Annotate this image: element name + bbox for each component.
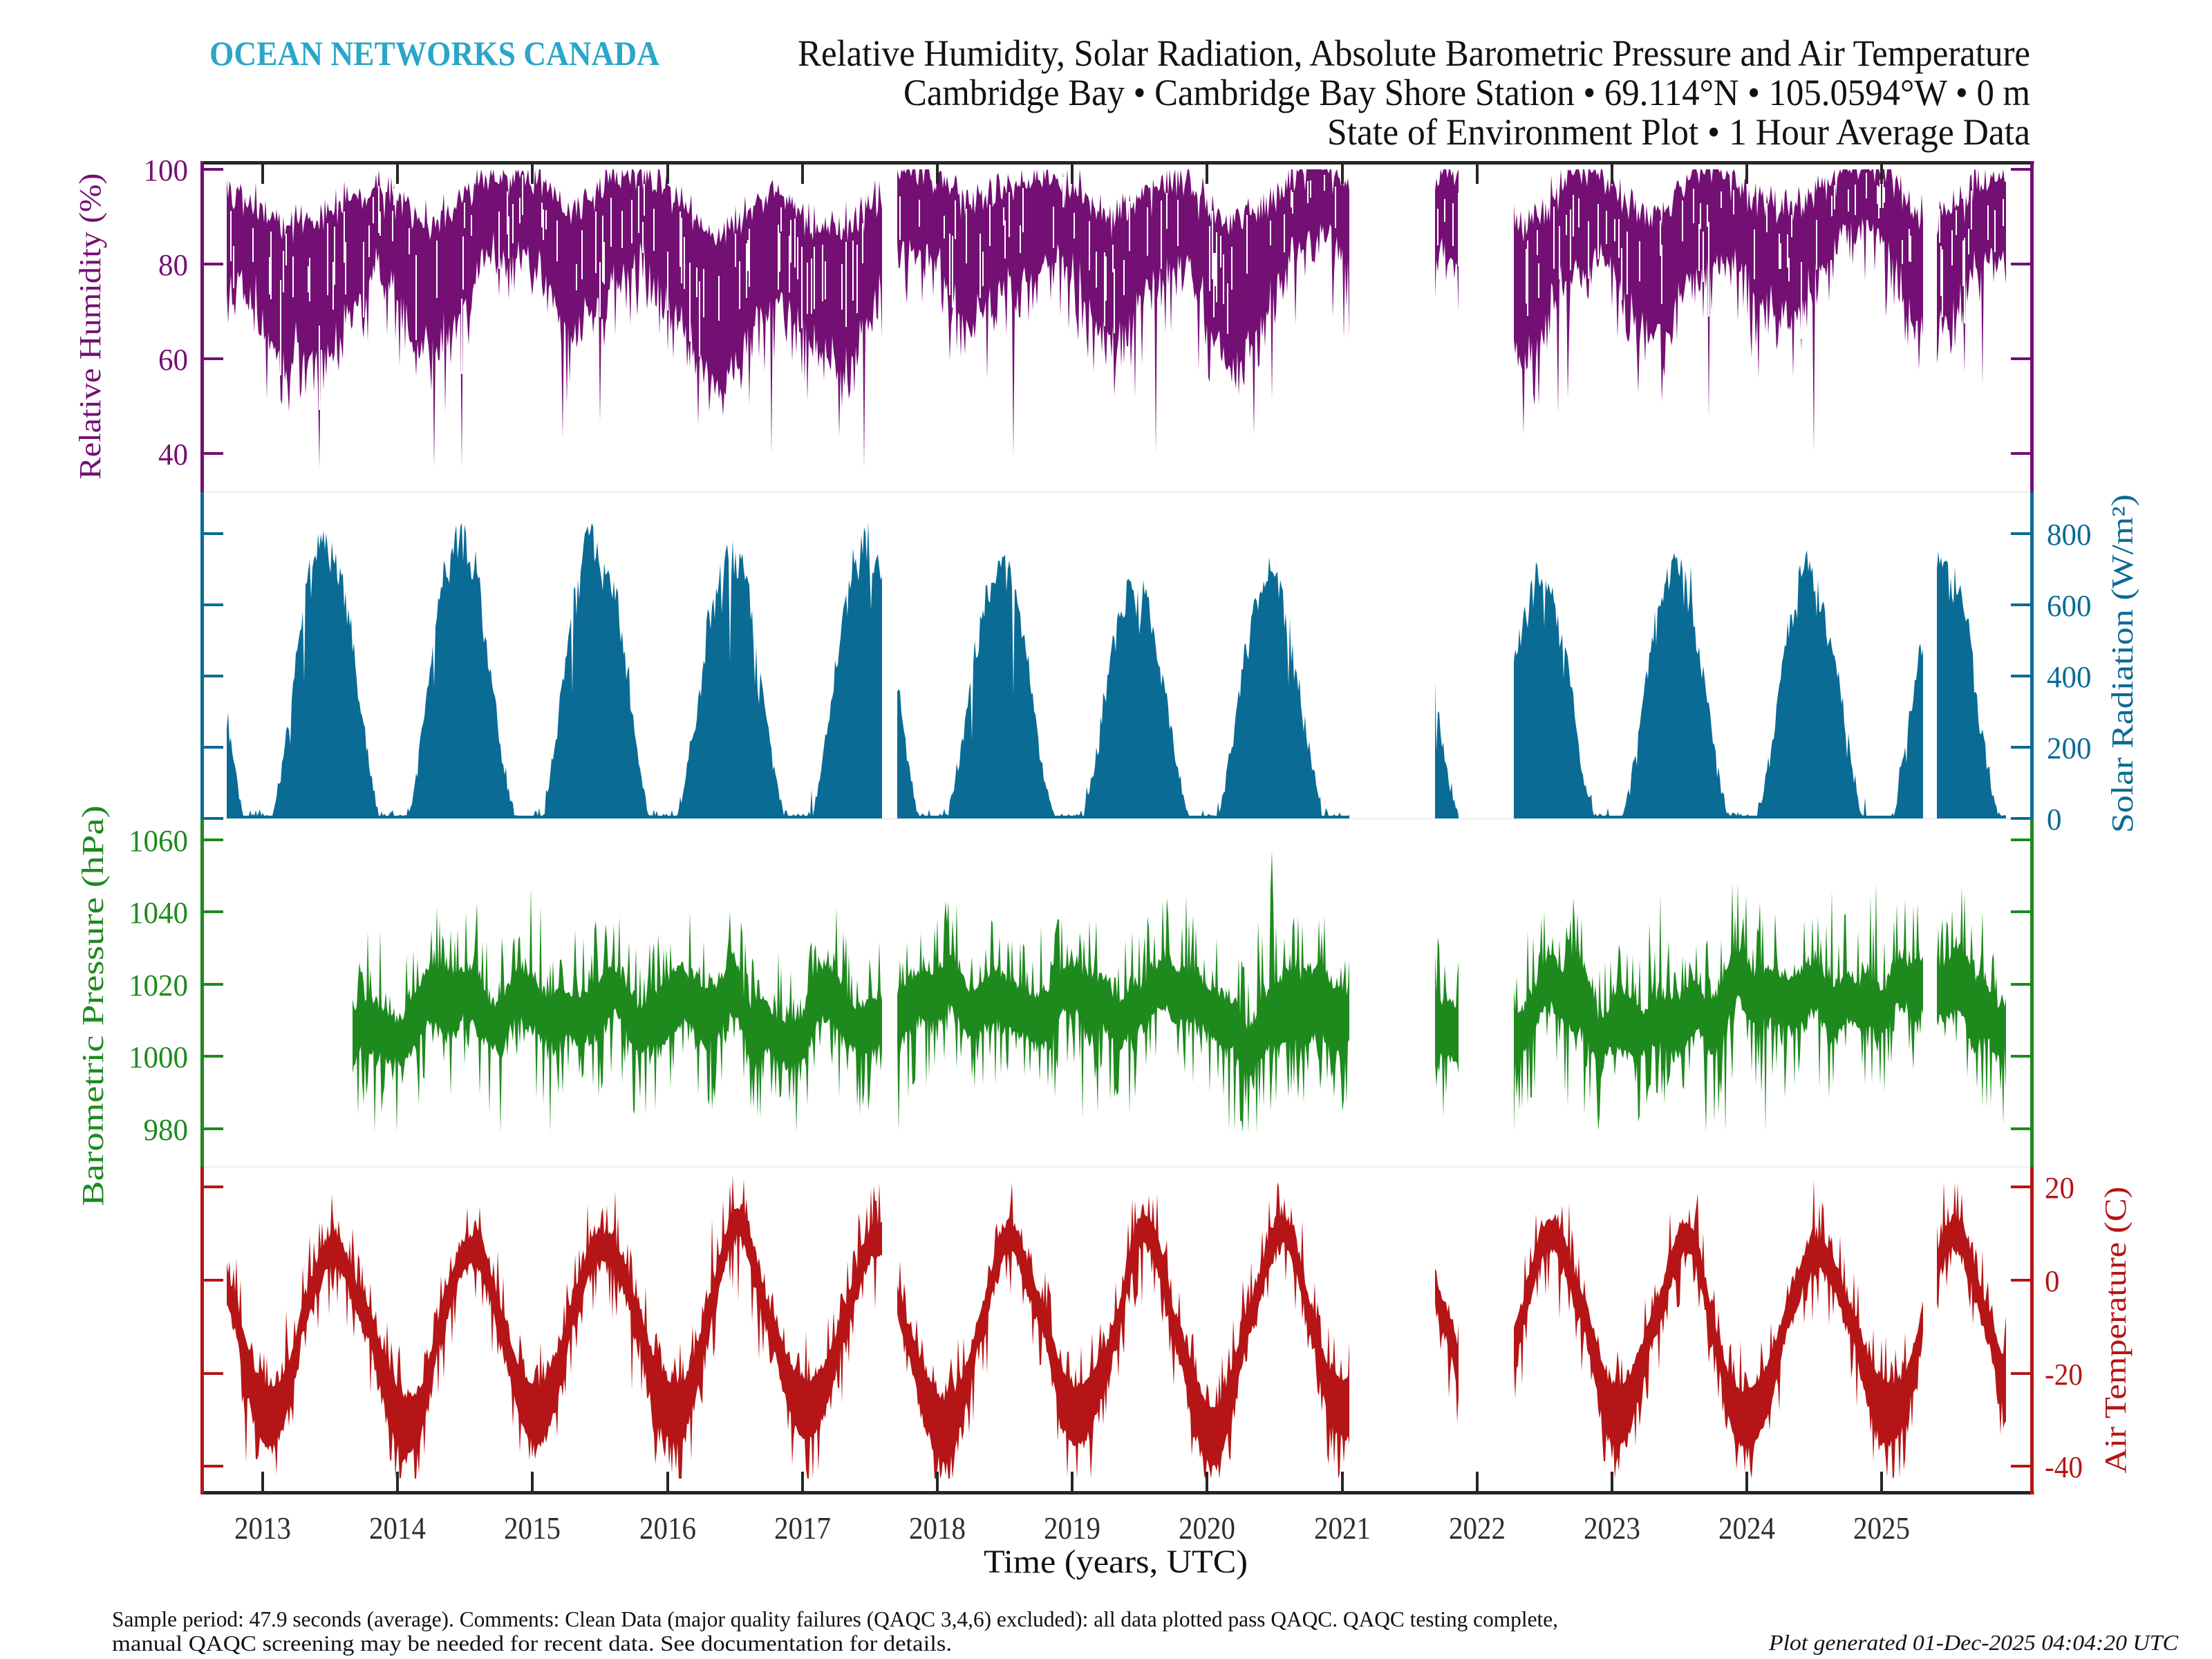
svg-text:-20: -20: [2045, 1358, 2083, 1391]
svg-text:2019: 2019: [1044, 1510, 1100, 1546]
svg-text:80: 80: [158, 248, 188, 282]
svg-text:20: 20: [2045, 1171, 2074, 1205]
svg-text:Relative Humidity, Solar Radia: Relative Humidity, Solar Radiation, Abso…: [798, 32, 2030, 74]
svg-text:400: 400: [2047, 660, 2092, 694]
svg-text:Relative Humidity (%): Relative Humidity (%): [73, 174, 107, 480]
svg-text:2023: 2023: [1584, 1510, 1640, 1546]
svg-text:-40: -40: [2045, 1450, 2083, 1484]
svg-text:Sample period: 47.9 seconds (a: Sample period: 47.9 seconds (average). C…: [112, 1606, 1558, 1631]
svg-text:2014: 2014: [369, 1510, 426, 1546]
svg-text:Barometric Pressure (hPa): Barometric Pressure (hPa): [76, 805, 110, 1206]
svg-text:60: 60: [158, 343, 188, 377]
svg-text:40: 40: [158, 438, 188, 471]
svg-text:1020: 1020: [129, 968, 188, 1002]
svg-text:980: 980: [144, 1113, 189, 1147]
svg-text:1040: 1040: [129, 896, 188, 930]
svg-text:2018: 2018: [909, 1510, 966, 1546]
svg-text:2022: 2022: [1449, 1510, 1506, 1546]
svg-text:2025: 2025: [1853, 1510, 1910, 1546]
svg-text:Air Temperature (C): Air Temperature (C): [2099, 1187, 2133, 1474]
svg-text:0: 0: [2047, 803, 2062, 836]
svg-text:2013: 2013: [234, 1510, 291, 1546]
svg-text:2021: 2021: [1314, 1510, 1371, 1546]
svg-text:2024: 2024: [1718, 1510, 1775, 1546]
svg-text:2016: 2016: [639, 1510, 696, 1546]
svg-text:2017: 2017: [774, 1510, 831, 1546]
svg-text:100: 100: [144, 153, 189, 187]
svg-text:0: 0: [2045, 1264, 2060, 1298]
svg-text:2015: 2015: [504, 1510, 561, 1546]
svg-text:200: 200: [2047, 731, 2092, 765]
svg-text:Cambridge Bay • Cambridge Bay: Cambridge Bay • Cambridge Bay Shore Stat…: [903, 72, 2030, 113]
svg-text:2020: 2020: [1179, 1510, 1235, 1546]
svg-text:Time (years, UTC): Time (years, UTC): [984, 1544, 1248, 1580]
svg-text:Plot generated 01-Dec-2025 04:: Plot generated 01-Dec-2025 04:04:20 UTC: [1768, 1630, 2179, 1655]
svg-text:Solar Radiation (W/m²): Solar Radiation (W/m²): [2106, 494, 2139, 833]
svg-text:600: 600: [2047, 589, 2092, 623]
svg-text:1000: 1000: [129, 1040, 188, 1074]
svg-text:800: 800: [2047, 518, 2092, 552]
svg-text:manual QAQC screening may be n: manual QAQC screening may be needed for …: [112, 1631, 952, 1656]
svg-text:OCEAN NETWORKS CANADA: OCEAN NETWORKS CANADA: [209, 34, 659, 73]
svg-text:1060: 1060: [129, 824, 188, 858]
svg-text:State of Environment Plot • 1: State of Environment Plot • 1 Hour Avera…: [1327, 111, 2030, 153]
